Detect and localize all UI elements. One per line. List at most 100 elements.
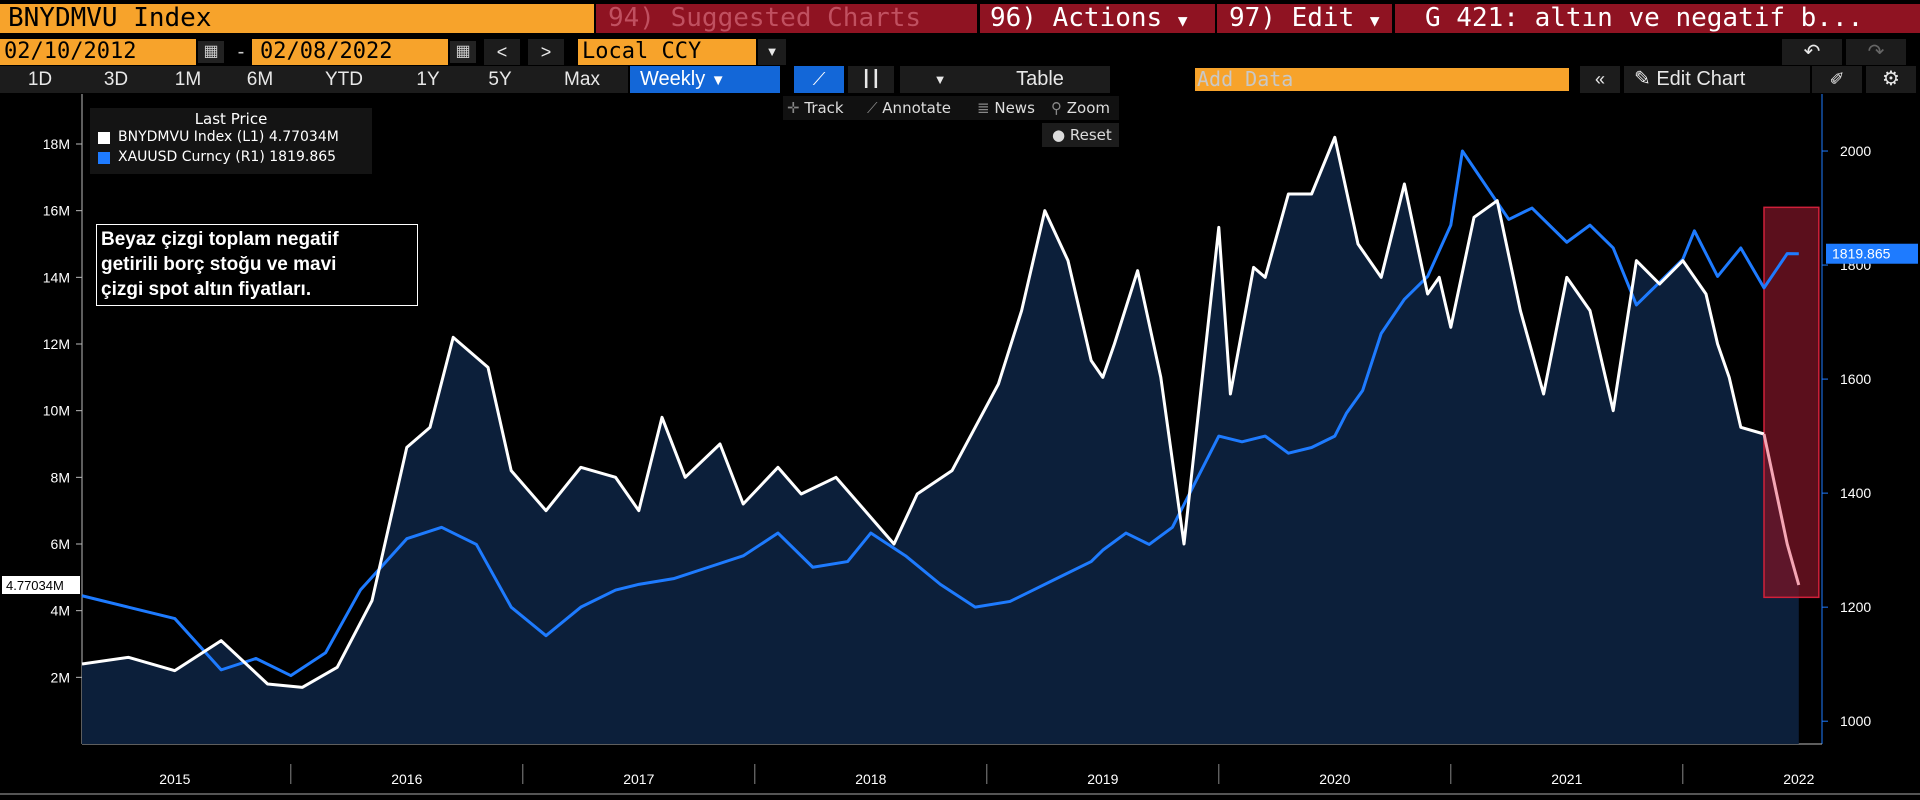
left-tick-label: 18M xyxy=(43,136,70,152)
highlight-box xyxy=(1763,206,1820,599)
zoom-tool[interactable]: ⚲ Zoom xyxy=(1051,96,1119,120)
add-data-input[interactable]: Add Data xyxy=(1195,68,1569,91)
edit-label: 97) Edit xyxy=(1229,4,1355,33)
legend-item-bnydmvu: BNYDMVU Index (L1) 4.77034M xyxy=(118,129,339,145)
x-tick-label: 2019 xyxy=(1087,771,1118,787)
left-tick-label: 16M xyxy=(43,203,70,219)
left-tick-label: 2M xyxy=(51,669,70,685)
left-tick-label: 14M xyxy=(43,269,70,285)
period-3d[interactable]: 3D xyxy=(80,66,152,93)
annotation-box: Beyaz çizgi toplam negatif getirili borç… xyxy=(96,224,418,306)
chart-title: G 421: altın ve negatif b... xyxy=(1395,4,1920,33)
annotation-line: çizgi spot altın fiyatları. xyxy=(101,279,312,300)
frequency-label: Weekly xyxy=(640,68,706,90)
suggested-charts-menu[interactable]: 94) Suggested Charts xyxy=(596,4,977,33)
edit-menu[interactable]: 97) Edit ▼ xyxy=(1217,4,1392,33)
reset-button[interactable]: ● Reset xyxy=(1042,123,1119,147)
calendar-icon[interactable]: ▦ xyxy=(198,41,224,63)
edit-chart-button[interactable]: ✎ Edit Chart xyxy=(1624,66,1810,93)
calendar-icon[interactable]: ▦ xyxy=(450,41,476,63)
legend-swatch-white xyxy=(98,132,110,144)
legend-item-xauusd: XAUUSD Curncy (R1) 1819.865 xyxy=(118,149,337,165)
frequency-select[interactable]: Weekly ▼ xyxy=(630,66,780,93)
chart-tools: ✛ Track ⟋ Annotate ≣ News ⚲ Zoom xyxy=(783,96,1119,120)
period-5y[interactable]: 5Y xyxy=(464,66,536,93)
zoom-label: Zoom xyxy=(1066,99,1111,117)
prev-period-button[interactable]: < xyxy=(484,39,520,65)
left-tick-label: 10M xyxy=(43,403,70,419)
news-icon: ≣ xyxy=(977,99,990,117)
x-tick-label: 2020 xyxy=(1319,771,1350,787)
right-tick-label: 2000 xyxy=(1840,143,1871,159)
last-value-right: 1819.865 xyxy=(1832,246,1891,262)
last-value-left: 4.77034M xyxy=(6,578,64,593)
crosshair-icon: ✛ xyxy=(787,99,800,117)
x-tick-label: 2022 xyxy=(1783,771,1814,787)
legend-title: Last Price xyxy=(194,110,268,128)
chevron-down-icon[interactable]: ▼ xyxy=(900,66,980,93)
chart-canvas[interactable]: 2M 4M 6M 8M 10M 12M 14M 16M 18M 1000 1200 1400 1600 1… xyxy=(0,94,1920,800)
legend: Last Price BNYDMVU Index (L1) 4.77034M X… xyxy=(90,108,372,174)
actions-label: 96) Actions xyxy=(990,4,1163,33)
x-tick-label: 2015 xyxy=(159,771,190,787)
period-1m[interactable]: 1M xyxy=(152,66,224,93)
candlestick-icon[interactable]: ┃┃ xyxy=(848,66,894,93)
legend-swatch-blue xyxy=(98,152,110,164)
date-separator: - xyxy=(237,41,245,63)
last-value-left-box xyxy=(2,576,80,594)
annotation-line: getirili borç stoğu ve mavi xyxy=(101,254,337,275)
annotate-tool[interactable]: ⟋ Annotate xyxy=(867,96,977,120)
pen-icon: ⟋ xyxy=(867,99,878,117)
track-tool[interactable]: ✛ Track xyxy=(787,96,867,120)
reset-icon: ● xyxy=(1052,126,1066,144)
chevron-down-icon[interactable]: ▼ xyxy=(758,39,786,65)
chevron-down-icon: ▼ xyxy=(1369,11,1380,30)
track-label: Track xyxy=(804,99,844,117)
pencil-icon: ✎ xyxy=(1634,68,1651,90)
period-1d[interactable]: 1D xyxy=(0,66,80,93)
right-tick-label: 1000 xyxy=(1840,713,1871,729)
series-line-xauusd xyxy=(81,149,1799,678)
x-tick-label: 2016 xyxy=(391,771,422,787)
actions-menu[interactable]: 96) Actions ▼ xyxy=(980,4,1215,33)
series-line-bnydmvu xyxy=(81,135,1765,689)
right-tick-label: 1600 xyxy=(1840,371,1871,387)
period-1y[interactable]: 1Y xyxy=(392,66,464,93)
end-date-field[interactable]: 02/08/2022 xyxy=(252,39,448,65)
news-tool[interactable]: ≣ News xyxy=(977,96,1051,120)
reset-label: Reset xyxy=(1069,126,1112,144)
left-tick-label: 12M xyxy=(43,336,70,352)
series-area-bnydmvu xyxy=(82,137,1799,745)
gear-icon[interactable]: ⚙ xyxy=(1866,66,1916,93)
left-tick-label: 6M xyxy=(51,536,70,552)
x-tick-label: 2021 xyxy=(1551,771,1582,787)
period-max[interactable]: Max xyxy=(536,66,628,93)
annotation-line: Beyaz çizgi toplam negatif xyxy=(101,229,339,250)
next-period-button[interactable]: > xyxy=(528,39,564,65)
period-6m[interactable]: 6M xyxy=(224,66,296,93)
line-chart-icon[interactable]: ⟋ xyxy=(794,66,844,93)
last-value-right-box xyxy=(1826,243,1918,264)
table-button[interactable]: Table xyxy=(970,66,1110,93)
annotate-label: Annotate xyxy=(882,99,951,117)
ticker-field[interactable]: BNYDMVU Index xyxy=(0,4,594,33)
redo-button[interactable]: ↷ xyxy=(1846,39,1906,65)
edit-icon[interactable]: ✐ xyxy=(1812,66,1862,93)
x-tick-label: 2017 xyxy=(623,771,654,787)
series-line-bnydmvu-highlight xyxy=(1762,433,1801,586)
right-tick-label: 1400 xyxy=(1840,485,1871,501)
edit-chart-label: Edit Chart xyxy=(1656,68,1746,90)
left-tick-label: 8M xyxy=(51,469,70,485)
right-tick-label: 1200 xyxy=(1840,599,1871,615)
period-ytd[interactable]: YTD xyxy=(296,66,392,93)
chevron-down-icon: ▼ xyxy=(710,72,726,89)
news-label: News xyxy=(994,99,1035,117)
x-tick-label: 2018 xyxy=(855,771,886,787)
undo-button[interactable]: ↶ xyxy=(1782,39,1842,65)
currency-select[interactable]: Local CCY xyxy=(578,39,756,65)
chevron-down-icon: ▼ xyxy=(1177,11,1188,30)
start-date-field[interactable]: 02/10/2012 xyxy=(0,39,196,65)
collapse-icon[interactable]: « xyxy=(1580,66,1620,93)
magnifier-icon: ⚲ xyxy=(1051,99,1062,117)
left-tick-label: 4M xyxy=(51,603,70,619)
